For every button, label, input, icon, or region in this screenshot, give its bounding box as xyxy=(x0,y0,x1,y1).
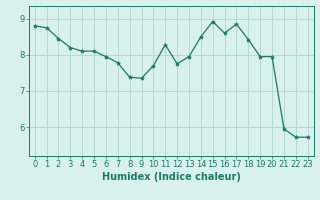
X-axis label: Humidex (Indice chaleur): Humidex (Indice chaleur) xyxy=(102,172,241,182)
